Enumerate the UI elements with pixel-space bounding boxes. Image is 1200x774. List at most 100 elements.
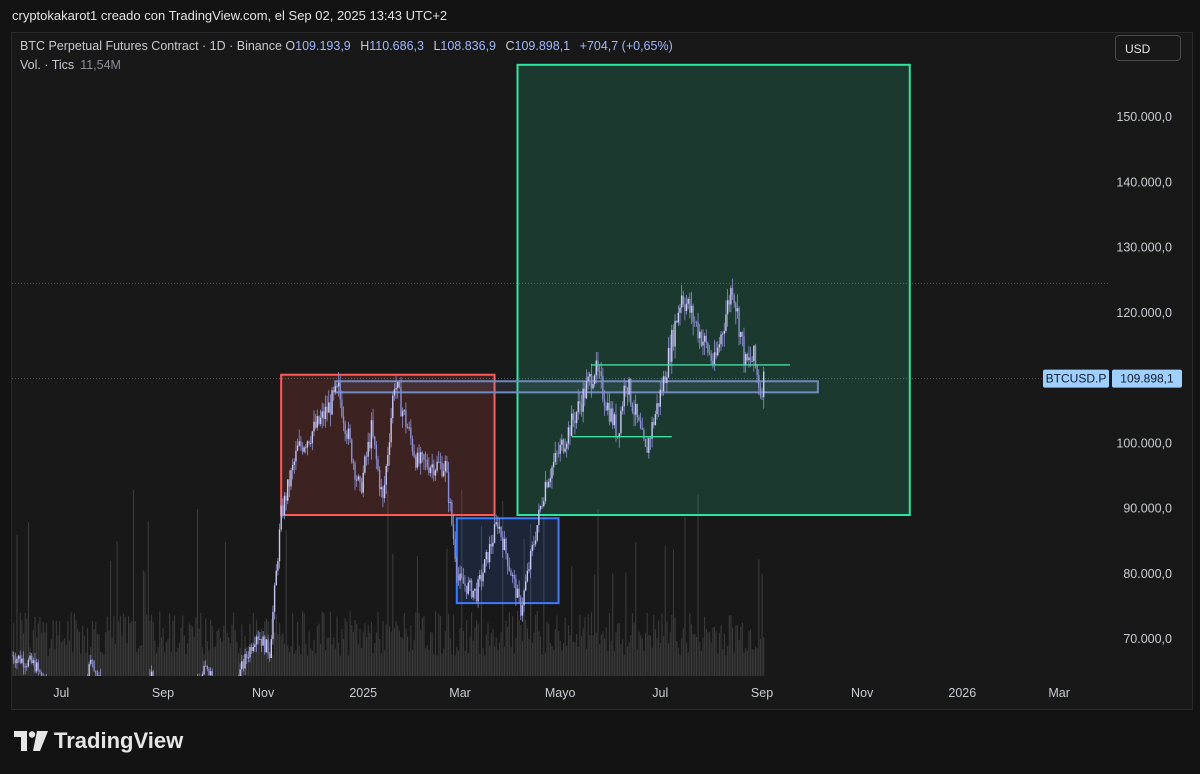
volume-bar: [398, 630, 400, 676]
candle-body: [305, 447, 307, 449]
volume-bar: [761, 574, 763, 676]
candle-body: [406, 427, 409, 429]
volume-bar: [380, 653, 382, 676]
volume-bar: [428, 649, 430, 676]
candle-body: [493, 524, 496, 543]
volume-bar: [754, 646, 757, 676]
volume-bar: [182, 615, 184, 676]
volume-bar: [441, 653, 443, 676]
volume-bar: [495, 637, 497, 676]
candle-body: [759, 388, 762, 396]
volume-bar: [55, 620, 57, 676]
volume-bar: [699, 642, 701, 676]
volume-bar: [233, 612, 235, 676]
candle-body: [725, 314, 727, 331]
candle-body: [106, 705, 107, 706]
volume-bar: [544, 652, 547, 676]
volume-bar: [694, 634, 696, 676]
candle-body: [544, 481, 547, 502]
candle-body: [131, 721, 132, 723]
volume-bar: [705, 629, 707, 676]
candle-body: [454, 538, 456, 559]
candle-body: [465, 585, 468, 594]
candle-body: [321, 411, 323, 418]
volume-bar: [302, 611, 304, 676]
candle-body: [679, 307, 681, 313]
x-tick-label: Sep: [152, 686, 174, 700]
candle-body: [206, 666, 209, 669]
candle-body: [505, 538, 507, 554]
volume-bar: [308, 631, 310, 676]
chart-panel[interactable]: [11, 32, 1193, 710]
candle-body: [694, 321, 696, 323]
candle-body: [533, 544, 535, 546]
zone-green: [516, 63, 911, 517]
candle-body: [526, 570, 529, 582]
candle-body: [329, 402, 332, 415]
volume-bar: [157, 647, 159, 676]
candle-body: [564, 448, 566, 452]
candle-body: [268, 653, 271, 658]
volume-bar: [415, 612, 417, 676]
volume-bar: [413, 640, 415, 676]
candle-body: [438, 461, 440, 463]
volume-bar: [605, 627, 607, 676]
candle-body: [134, 717, 135, 723]
volume-bar: [531, 642, 533, 676]
volume-bar: [538, 631, 540, 676]
volume-bar: [686, 642, 688, 676]
volume-bar: [408, 651, 410, 676]
candle-body: [192, 704, 193, 709]
candle-body: [303, 447, 305, 452]
volume-bar: [730, 615, 732, 676]
candle-body: [296, 445, 299, 451]
volume-bar: [416, 555, 418, 676]
candle-body: [204, 665, 207, 667]
candle-body: [32, 660, 35, 663]
currency-button[interactable]: USD: [1115, 35, 1181, 61]
volume-bar: [357, 644, 359, 676]
candle-body: [436, 461, 438, 471]
candle-body: [365, 456, 368, 458]
volume-label[interactable]: Vol. · Tics: [20, 58, 75, 72]
volume-bar: [704, 616, 706, 676]
candle-body: [611, 408, 614, 426]
volume-bar: [331, 644, 333, 676]
candle-body: [161, 703, 162, 712]
candle-body: [77, 700, 78, 701]
candle-body: [61, 708, 62, 721]
volume-bar: [262, 638, 264, 676]
volume-bar: [329, 611, 332, 676]
volume-bar: [745, 647, 747, 676]
candle-body: [259, 639, 261, 640]
candle-body: [707, 343, 709, 353]
candle-body: [738, 308, 740, 338]
candle-body: [267, 639, 269, 654]
zone-red: [280, 373, 496, 517]
volume-bar: [236, 641, 238, 676]
volume-bar: [13, 623, 15, 676]
candle-body: [482, 572, 484, 582]
candle-body: [541, 506, 543, 507]
volume-bar: [502, 500, 504, 676]
candle-body: [273, 585, 276, 612]
volume-bar: [582, 627, 584, 676]
candle-body: [65, 721, 66, 724]
volume-bar: [306, 655, 309, 676]
volume-bar: [505, 620, 507, 676]
candle-body: [488, 543, 491, 563]
volume-bar: [62, 640, 64, 676]
candle-body: [429, 467, 432, 473]
candle-body: [726, 300, 729, 315]
candle-body: [648, 438, 650, 453]
symbol-description[interactable]: BTC Perpetual Futures Contract · 1D · Bi…: [20, 39, 282, 53]
candle-body: [713, 352, 716, 365]
candle-body: [525, 581, 527, 591]
volume-bar: [513, 653, 515, 676]
candle-body: [84, 680, 85, 692]
volume-bar: [356, 623, 358, 676]
candle-body: [150, 671, 153, 676]
volume-bar: [338, 643, 340, 676]
close-value: 109.898,1: [514, 39, 571, 53]
